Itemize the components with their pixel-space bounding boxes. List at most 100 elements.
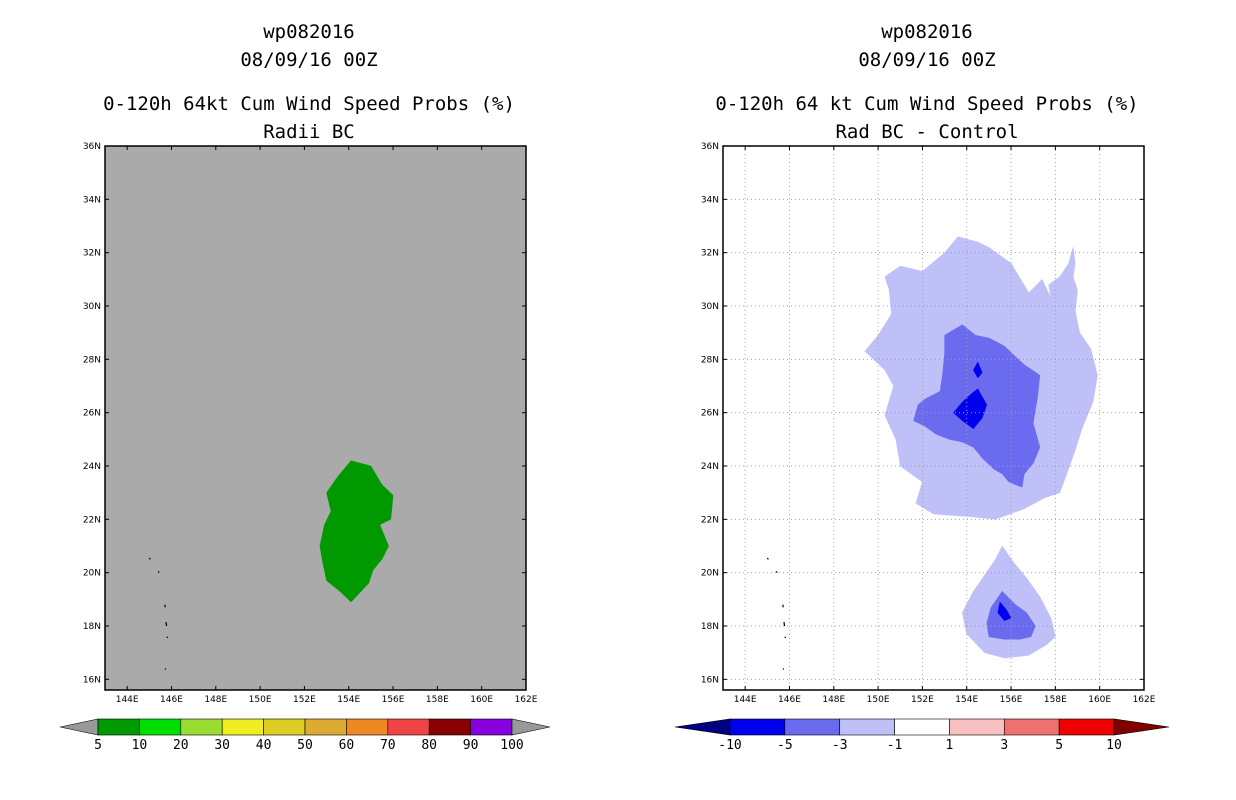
left-ytick-label: 34N (83, 195, 101, 205)
left-ytick-label: 16N (83, 675, 101, 685)
right-ytick-label: 36N (701, 142, 719, 152)
right-xtick-label: 156E (1000, 695, 1023, 705)
right-contour-region-4 (953, 388, 987, 430)
left-ytick-label: 22N (83, 515, 101, 525)
right-xtick-label: 144E (734, 695, 757, 705)
right-colorbar-label: -1 (887, 738, 903, 753)
right-island-coastline (766, 557, 769, 560)
left-colorbar: 5 10 20 30 40 50 60 70 80 90 100 (59, 718, 551, 753)
right-xtick-label: 146E (778, 695, 801, 705)
right-datetime: 08/09/16 00Z (858, 49, 995, 71)
left-contour-region-0 (319, 460, 394, 603)
left-colorbar-box-8 (428, 718, 471, 736)
left-colorbar-box-1 (139, 718, 182, 736)
left-chart-subtitle: Radii BC (263, 121, 355, 143)
right-xtick-label: 160E (1088, 695, 1111, 705)
left-colorbar-label: 90 (463, 738, 479, 753)
left-ytick-label: 18N (83, 622, 101, 632)
right-colorbar-label: 1 (946, 738, 954, 753)
left-colorbar-arrow-left (59, 718, 99, 736)
left-xtick-label: 148E (204, 695, 227, 705)
right-colorbar-label: 3 (1000, 738, 1008, 753)
left-xtick-label: 152E (293, 695, 316, 705)
right-island-coastline (783, 621, 786, 627)
left-colorbar-label: 50 (297, 738, 313, 753)
left-xtick-label: 156E (382, 695, 405, 705)
right-colorbar-label: 5 (1055, 738, 1063, 753)
left-xtick-label: 162E (515, 695, 538, 705)
left-storm-id: wp082016 (263, 21, 355, 43)
right-colorbar-box-4 (949, 718, 1005, 736)
right-contour-region-6 (997, 601, 1012, 622)
right-storm-id: wp082016 (881, 21, 973, 43)
right-colorbar-arrow-right (1113, 718, 1170, 736)
right-xtick-label: 158E (1044, 695, 1067, 705)
left-chart-title: 0-120h 64kt Cum Wind Speed Probs (%) (103, 93, 515, 115)
right-ytick-label: 24N (701, 462, 719, 472)
left-colorbar-label: 100 (500, 738, 523, 753)
right-island-coastline (775, 570, 778, 574)
left-plot-area: 144E 146E 148E 150E 152E 154E 156E 158E 160E 162E… (83, 142, 538, 705)
right-colorbar-label: 10 (1106, 738, 1122, 753)
left-colorbar-box-0 (97, 718, 140, 736)
right-panel: wp082016 08/09/16 00Z 0-120h 64 kt Cum W… (674, 21, 1170, 753)
left-colorbar-box-3 (221, 718, 264, 736)
left-colorbar-label: 5 (94, 738, 102, 753)
right-ytick-label: 18N (701, 622, 719, 632)
right-colorbar-box-5 (1003, 718, 1060, 736)
left-plot-frame (104, 145, 527, 691)
left-xtick-label: 150E (249, 695, 272, 705)
right-ytick-label: 30N (701, 302, 719, 312)
right-colorbar-label: -3 (832, 738, 848, 753)
right-colorbar-box-6 (1058, 718, 1115, 736)
left-colorbar-label: 70 (380, 738, 396, 753)
right-xtick-label: 152E (911, 695, 934, 705)
right-ytick-label: 26N (701, 409, 719, 419)
left-island-coastline (148, 557, 151, 560)
left-xtick-label: 158E (426, 695, 449, 705)
left-ytick-label: 26N (83, 409, 101, 419)
right-colorbar-arrow-left (674, 718, 731, 736)
right-colorbar-label: -5 (777, 738, 793, 753)
left-colorbar-arrow-right (511, 718, 551, 736)
right-contour-region-5 (973, 361, 983, 379)
left-ytick-label: 32N (83, 249, 101, 259)
left-xtick-label: 144E (116, 695, 139, 705)
left-colorbar-box-2 (180, 718, 223, 736)
right-xtick-label: 148E (822, 695, 845, 705)
right-ytick-label: 34N (701, 195, 719, 205)
right-colorbar-box-0 (729, 718, 786, 736)
left-colorbar-label: 80 (421, 738, 437, 753)
right-contour-region-3 (986, 590, 1036, 640)
right-colorbar-label: -10 (718, 738, 741, 753)
right-island-coastline (782, 668, 785, 670)
right-xtick-label: 150E (867, 695, 890, 705)
left-island-coastline (157, 570, 160, 574)
left-island-coastline (164, 668, 167, 670)
right-plot-area: 144E 146E 148E 150E 152E 154E 156E 158E 160E 162E… (701, 142, 1156, 705)
right-ytick-label: 20N (701, 569, 719, 579)
right-ytick-label: 28N (701, 355, 719, 365)
right-colorbar-box-3 (894, 718, 950, 736)
left-datetime: 08/09/16 00Z (240, 49, 377, 71)
left-colorbar-label: 30 (214, 738, 230, 753)
left-colorbar-box-5 (304, 718, 347, 736)
right-ytick-label: 16N (701, 675, 719, 685)
left-xtick-label: 154E (337, 695, 360, 705)
left-colorbar-label: 40 (256, 738, 272, 753)
right-xtick-label: 154E (955, 695, 978, 705)
left-colorbar-label: 60 (339, 738, 355, 753)
right-ytick-label: 22N (701, 515, 719, 525)
right-chart-subtitle: Rad BC - Control (835, 121, 1018, 143)
left-ytick-label: 20N (83, 569, 101, 579)
left-colorbar-box-7 (387, 718, 430, 736)
left-ytick-label: 36N (83, 142, 101, 152)
right-colorbar-box-2 (839, 718, 895, 736)
right-plot-frame (722, 145, 1145, 691)
left-xtick-label: 146E (160, 695, 183, 705)
left-colorbar-box-9 (470, 718, 513, 736)
right-xtick-label: 162E (1133, 695, 1156, 705)
left-ytick-label: 30N (83, 302, 101, 312)
right-colorbar: -10 -5 -3 -1 1 3 5 10 (674, 718, 1170, 753)
